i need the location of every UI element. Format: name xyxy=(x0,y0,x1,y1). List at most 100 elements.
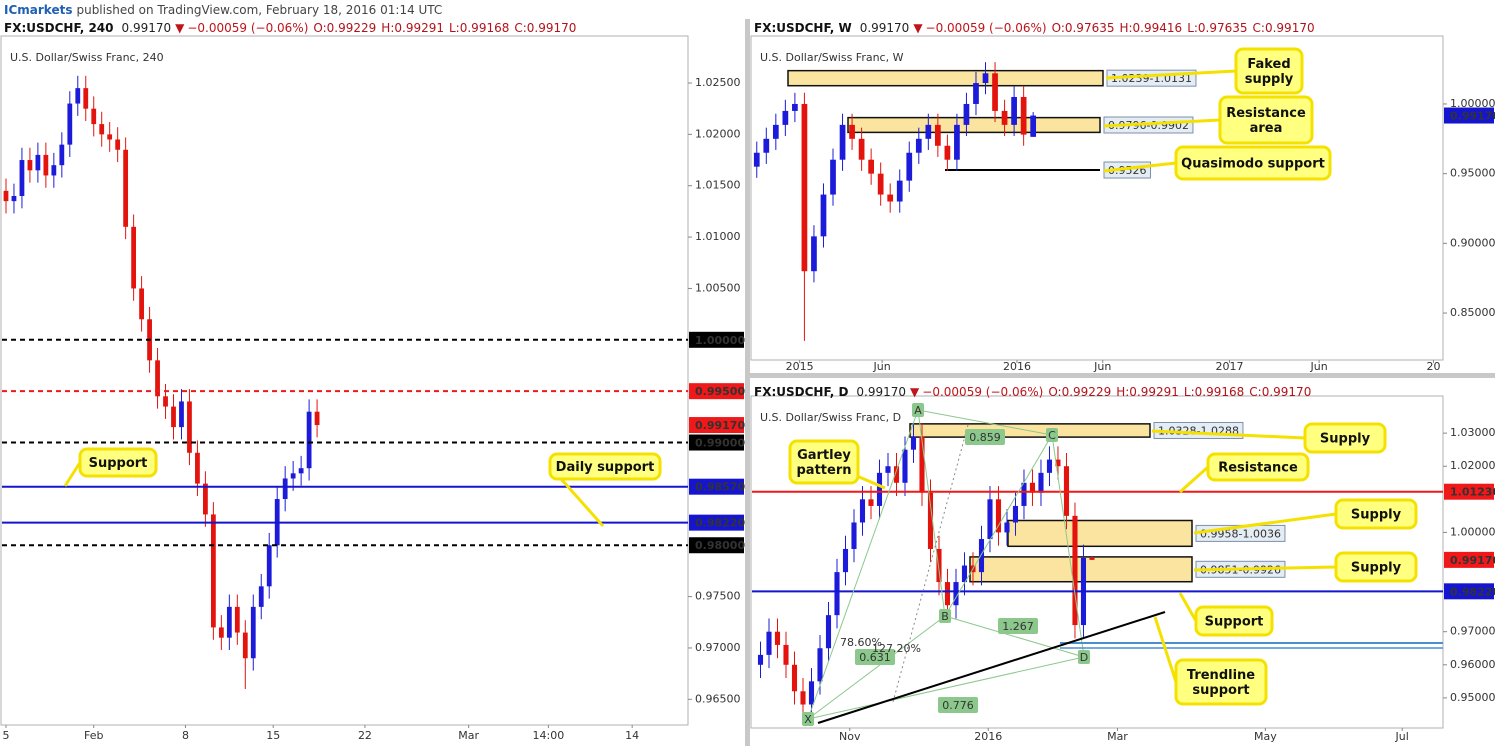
candle-body xyxy=(250,606,256,659)
y-tick-label: 1.02500 xyxy=(695,76,741,89)
last-price: 0.99170 xyxy=(856,385,906,399)
candle-body xyxy=(11,195,17,202)
symbol: FX:USDCHF, W xyxy=(754,21,852,35)
candle-body xyxy=(163,396,168,407)
candle-body xyxy=(1011,96,1017,125)
candle-body xyxy=(934,124,941,146)
callout-text: support xyxy=(1192,683,1249,698)
candle-body xyxy=(1004,522,1010,533)
candle-body xyxy=(772,124,779,139)
callout xyxy=(1174,658,1268,706)
y-tick-label: 0.96000 xyxy=(1450,658,1495,671)
publish-line: ICmarkets published on TradingView.com, F… xyxy=(4,3,442,17)
candle-body xyxy=(868,499,874,506)
callout-text: Quasimodo support xyxy=(1181,157,1325,172)
zone xyxy=(787,69,1104,87)
candle-body xyxy=(995,499,1002,533)
price-tag xyxy=(689,434,744,451)
candle-body xyxy=(1030,115,1037,137)
callout-pointer xyxy=(63,461,82,487)
x-tick-label: 2017 xyxy=(1216,360,1244,373)
candle-body xyxy=(1020,96,1027,135)
ohlc-stat: H:0.99291 xyxy=(381,21,444,35)
callout-text: Support xyxy=(1205,615,1264,630)
callout-pointer xyxy=(1151,429,1306,440)
price-tag xyxy=(689,537,744,554)
callout xyxy=(1303,422,1387,454)
fib-label: 127.20% xyxy=(872,642,921,655)
candle-body xyxy=(179,401,184,428)
candle-body xyxy=(59,144,65,166)
price-tag xyxy=(689,383,744,400)
x-tick-label: 5 xyxy=(2,729,9,742)
callout-text: Resistance xyxy=(1226,106,1306,121)
y-tick-label: 0.85000 xyxy=(1450,306,1495,319)
ratio-label-box xyxy=(965,429,1005,445)
ohlc-stat: C:0.99170 xyxy=(514,21,576,35)
ohlc-stat: C:0.99170 xyxy=(1249,385,1311,399)
x-tick-label: May xyxy=(1254,730,1277,743)
direction: ▼ xyxy=(913,21,923,35)
candle-body xyxy=(1072,515,1078,626)
price-tag xyxy=(1444,483,1494,500)
top-bar xyxy=(0,0,1495,19)
x-tick-label: 2015 xyxy=(786,360,814,373)
ohlc-stat: H:0.99416 xyxy=(1119,21,1182,35)
callout-pointer xyxy=(1179,465,1209,494)
pattern-label: C xyxy=(1048,429,1056,442)
callout xyxy=(1174,145,1332,181)
chart-title: U.S. Dollar/Swiss Franc, 240 xyxy=(10,51,164,64)
callout-pointer xyxy=(1193,565,1337,572)
x-tick-label: Jun xyxy=(873,360,891,373)
candle-body xyxy=(893,466,900,483)
candle-body xyxy=(896,180,903,202)
pattern-label-box xyxy=(1046,428,1058,442)
symbol: FX:USDCHF, D xyxy=(754,385,848,399)
pattern-line xyxy=(944,615,1085,658)
publisher: ICmarkets xyxy=(4,3,72,17)
change: −0.00059 (−0.06%) xyxy=(187,21,308,35)
callout-text: supply xyxy=(1245,72,1294,87)
ohlc-stat: L:0.99168 xyxy=(1184,385,1244,399)
candle-body xyxy=(3,190,9,202)
callout xyxy=(1234,47,1304,95)
chart-title: U.S. Dollar/Swiss Franc, D xyxy=(760,411,901,424)
ohlc-stat: C:0.99170 xyxy=(1253,21,1315,35)
last-price: 0.99170 xyxy=(860,21,910,35)
candle-body xyxy=(834,572,840,616)
price-tag xyxy=(1444,551,1494,568)
candle-body xyxy=(877,173,884,195)
candle-body xyxy=(830,159,836,195)
ratio-label-box xyxy=(855,649,895,665)
callout-pointer xyxy=(1153,616,1178,683)
callout-text: Daily support xyxy=(556,460,655,475)
callout-text: Supply xyxy=(1351,508,1402,523)
candle-body xyxy=(1055,459,1061,467)
zone xyxy=(1007,519,1193,548)
direction: ▼ xyxy=(175,21,185,35)
y-tick-label: 1.00000 xyxy=(1450,97,1495,110)
candle-body xyxy=(944,145,951,160)
pattern-label: D xyxy=(1080,651,1088,664)
callout-text: area xyxy=(1250,121,1283,136)
x-tick-label: 20 xyxy=(1426,360,1440,373)
x-tick-label: Jul xyxy=(1395,730,1409,743)
candle-body xyxy=(982,73,989,84)
ratio-label: 1.267 xyxy=(1002,620,1034,633)
candle-body xyxy=(936,548,942,583)
pattern-label-box xyxy=(912,403,924,417)
callout-text: Resistance xyxy=(1218,461,1298,476)
candle-body xyxy=(915,138,922,153)
candle-body xyxy=(944,582,951,606)
candle-body xyxy=(123,149,129,227)
candle-body xyxy=(115,139,121,150)
zone xyxy=(847,116,1101,134)
callout-pointer xyxy=(1105,69,1237,80)
trendline xyxy=(817,611,1166,724)
price-tag-label: 0.98220 xyxy=(695,517,745,530)
candle-body xyxy=(792,103,798,111)
callout-text: Faked xyxy=(1247,57,1290,72)
callout-pointer xyxy=(1103,118,1221,128)
y-tick-label: 0.97000 xyxy=(695,641,741,654)
